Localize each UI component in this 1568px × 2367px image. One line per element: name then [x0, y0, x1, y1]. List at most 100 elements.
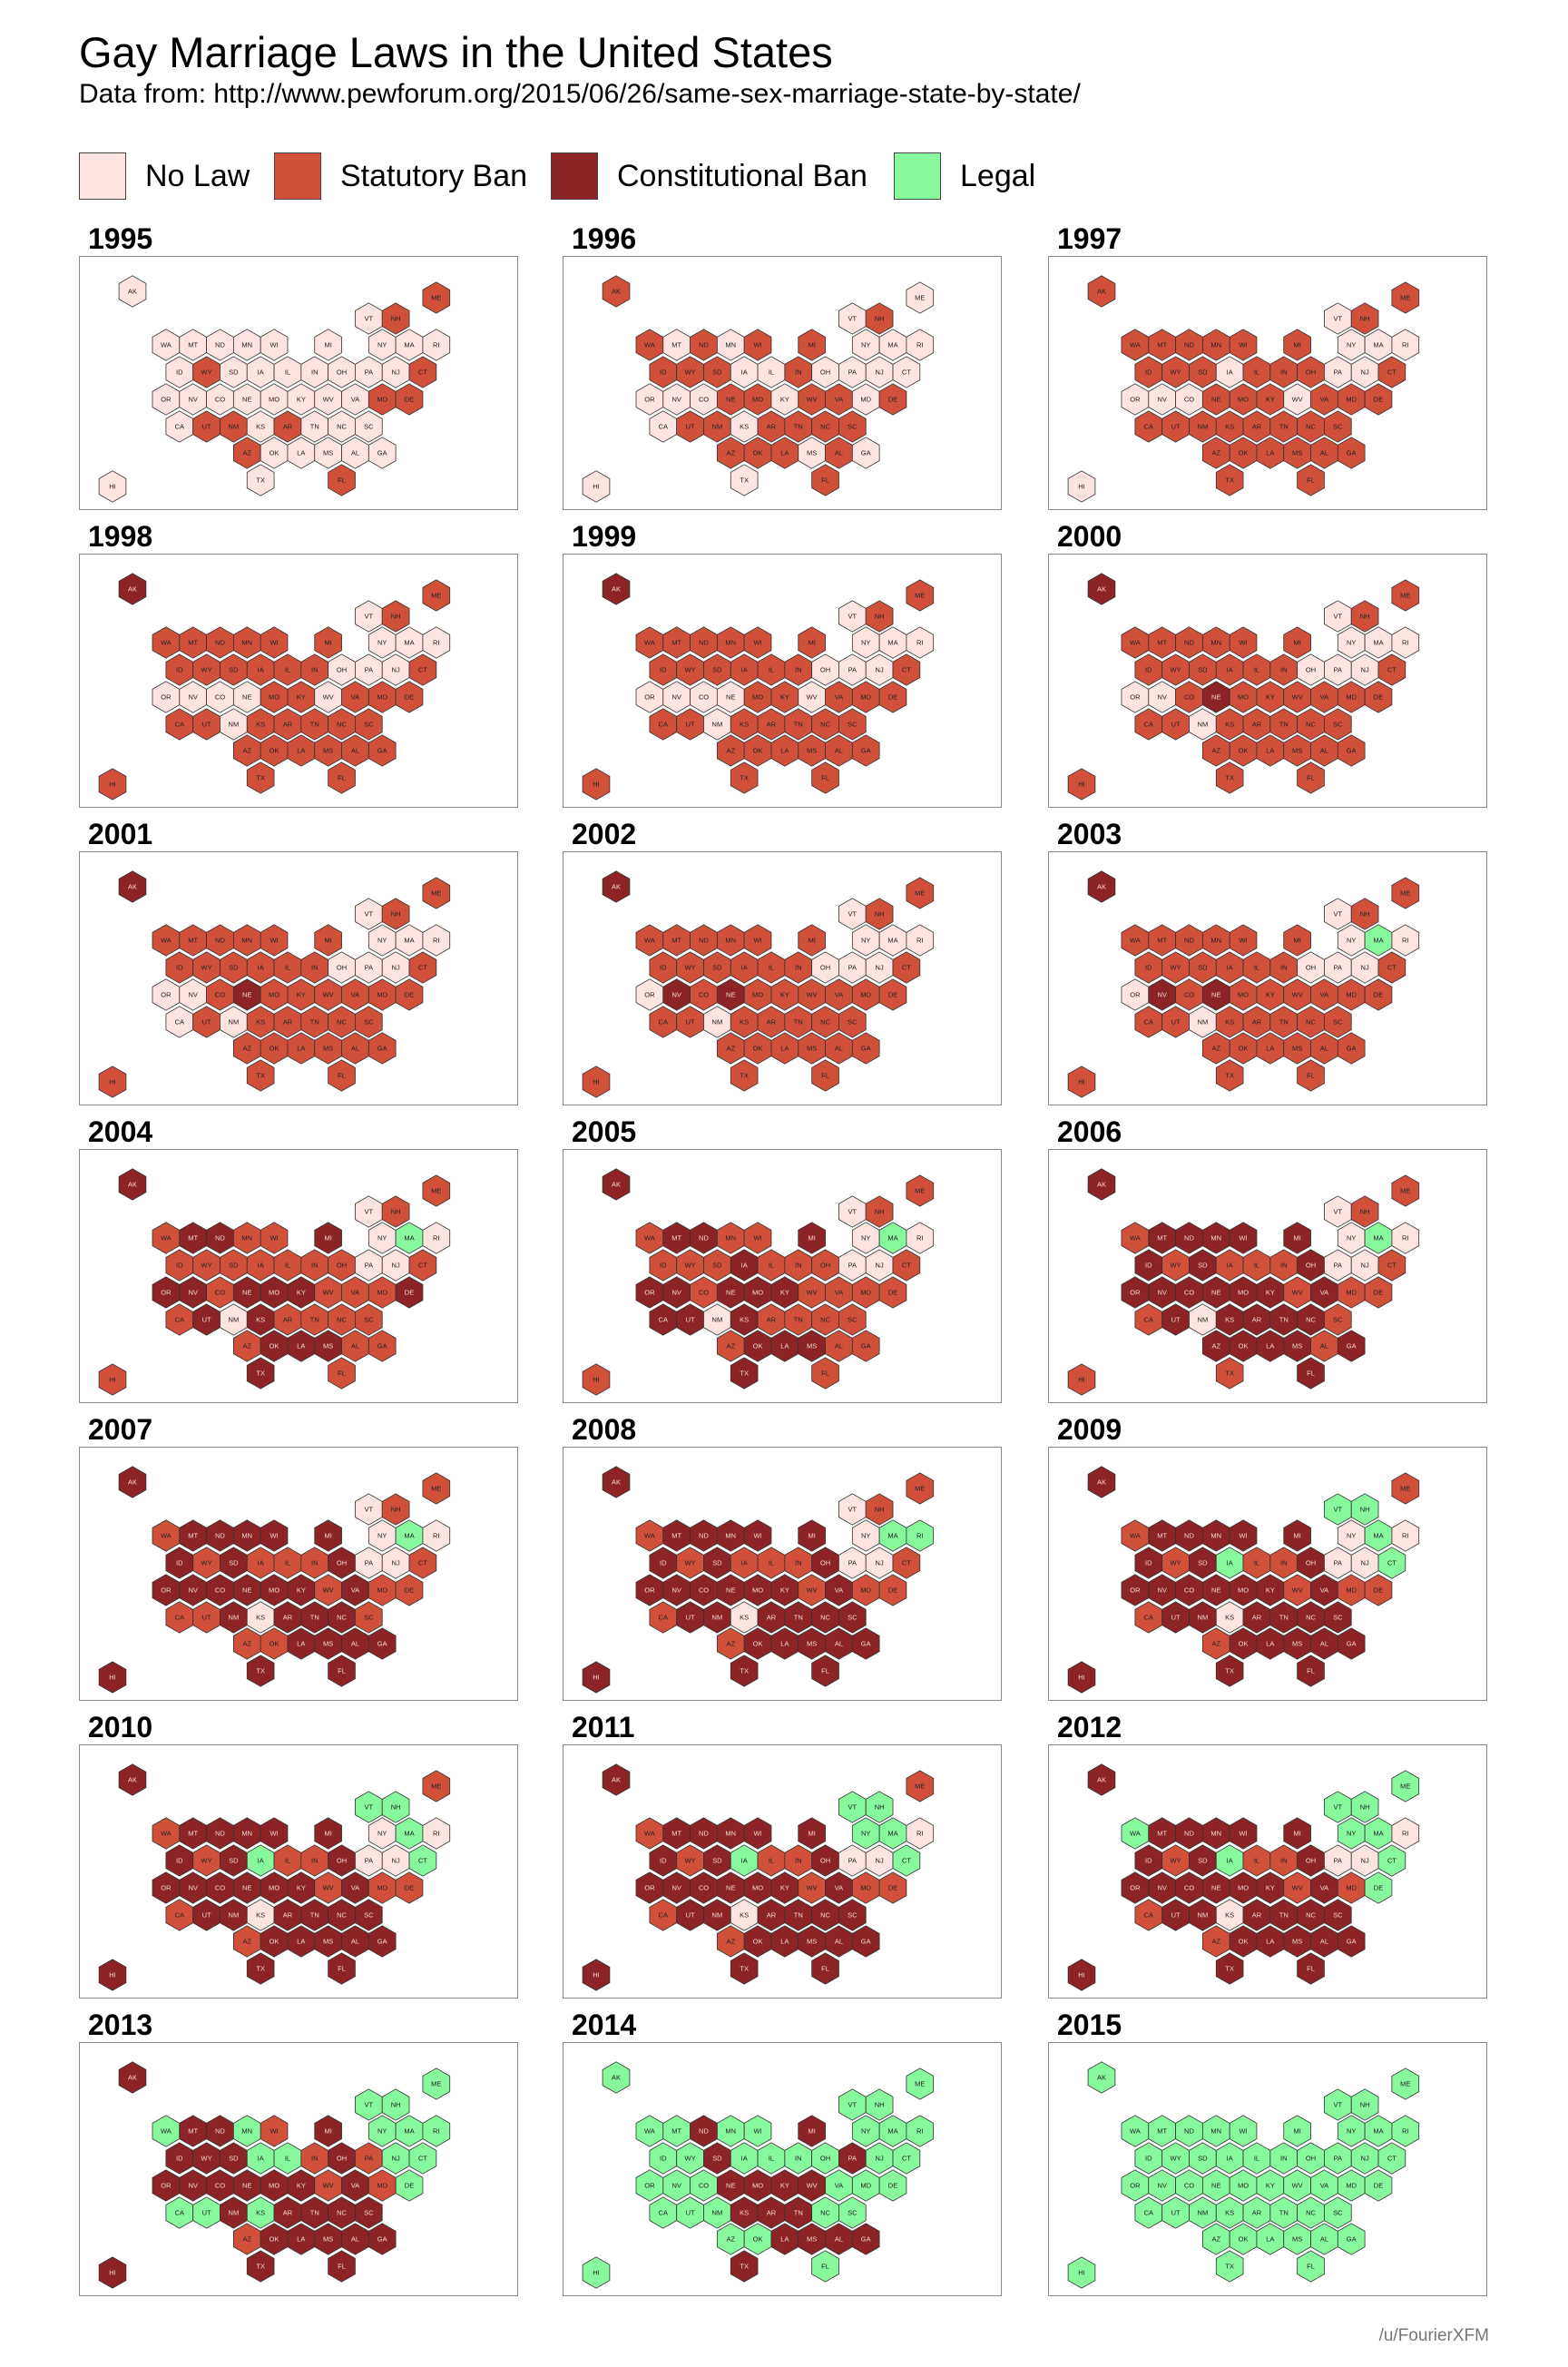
state-tile-pa: PA — [1324, 356, 1352, 388]
state-label: MO — [752, 2182, 763, 2190]
state-label: MT — [671, 1830, 681, 1838]
state-label: ND — [215, 937, 225, 945]
state-tile-mi: MI — [314, 1519, 342, 1552]
state-tile-ia: IA — [730, 2142, 759, 2175]
state-label: NE — [242, 1289, 251, 1297]
state-hex — [408, 1547, 437, 1579]
state-label: AZ — [726, 747, 735, 755]
state-label: RI — [1402, 1830, 1409, 1838]
state-tile-sc: SC — [355, 708, 383, 741]
state-tile-al: AL — [341, 1330, 369, 1362]
state-hex — [1283, 1519, 1311, 1552]
state-tile-oh: OH — [1297, 356, 1325, 388]
state-label: PA — [1334, 1559, 1342, 1567]
state-tile-or: OR — [1121, 1574, 1150, 1606]
state-label: NC — [820, 1316, 830, 1324]
state-label: CT — [1387, 1262, 1396, 1270]
state-hex — [730, 1059, 759, 1092]
state-label: NV — [188, 2182, 197, 2190]
state-hex — [1229, 1222, 1258, 1254]
state-tile-nd: ND — [690, 924, 718, 957]
state-label: NH — [391, 910, 401, 918]
state-label: NC — [1306, 2209, 1316, 2217]
state-tile-ar: AR — [273, 1899, 302, 1931]
state-tile-ri: RI — [422, 1222, 451, 1254]
state-tile-wy: WY — [1161, 653, 1190, 686]
state-hex — [892, 356, 921, 388]
state-tile-me: ME — [1391, 1472, 1420, 1505]
state-label: AK — [128, 1776, 137, 1784]
state-hex — [582, 1363, 611, 1396]
state-label: TX — [256, 774, 265, 782]
state-label: MO — [752, 693, 763, 702]
state-label: WI — [753, 1234, 761, 1242]
state-label: NC — [820, 1614, 830, 1622]
state-tile-mt: MT — [179, 329, 207, 361]
state-label: WA — [161, 937, 172, 945]
state-tile-ct: CT — [892, 951, 921, 984]
panel-year-label: 1995 — [88, 222, 153, 255]
state-label: IL — [1254, 2155, 1259, 2163]
state-label: AL — [1320, 2235, 1328, 2244]
state-label: AL — [1320, 1342, 1328, 1350]
state-tile-la: LA — [1256, 2223, 1285, 2255]
state-hex — [395, 681, 424, 713]
state-tile-vt: VT — [355, 600, 383, 633]
state-tile-ny: NY — [851, 1519, 880, 1552]
state-tile-ks: KS — [246, 2196, 275, 2229]
state-tile-il: IL — [757, 653, 786, 686]
state-tile-nj: NJ — [865, 2142, 894, 2175]
panel-year-label: 1997 — [1057, 222, 1122, 255]
state-label: MN — [1210, 937, 1221, 945]
state-tile-vt: VT — [838, 302, 867, 335]
state-hex — [1391, 2115, 1420, 2147]
state-tile-or: OR — [635, 1276, 664, 1309]
state-tile-md: MD — [851, 383, 880, 416]
state-label: VT — [365, 2101, 374, 2109]
state-tile-de: DE — [1364, 681, 1393, 713]
state-label: NV — [671, 693, 681, 702]
state-label: SC — [364, 2209, 374, 2217]
state-tile-hi: HI — [1067, 1066, 1096, 1098]
state-label: KS — [740, 1911, 749, 1920]
state-label: NY — [377, 2127, 387, 2136]
state-hex — [314, 329, 342, 361]
state-tile-mn: MN — [716, 1519, 745, 1552]
state-label: OR — [1130, 693, 1141, 702]
state-tile-co: CO — [206, 2169, 234, 2202]
state-tile-ms: MS — [798, 1925, 826, 1958]
state-label: CO — [699, 1586, 709, 1595]
state-tile-ut: UT — [192, 1899, 220, 1931]
state-label: MN — [725, 937, 736, 945]
state-tile-fl: FL — [328, 1952, 356, 1985]
state-tile-ak: AK — [118, 1168, 147, 1201]
state-label: MA — [887, 1234, 897, 1242]
state-tile-ne: NE — [716, 1871, 745, 1904]
state-tile-fl: FL — [328, 1357, 356, 1390]
state-label: CT — [418, 1559, 427, 1567]
state-label: UT — [1171, 1018, 1181, 1026]
state-label: WV — [323, 1289, 334, 1297]
state-label: VT — [1334, 2101, 1343, 2109]
state-tile-ca: CA — [165, 1601, 194, 1634]
state-tile-va: VA — [341, 681, 369, 713]
state-label: AK — [1097, 585, 1106, 594]
state-label: WY — [1171, 964, 1181, 972]
state-label: ID — [1145, 1559, 1152, 1567]
state-label: CA — [1144, 2209, 1153, 2217]
state-tile-ks: KS — [246, 1303, 275, 1336]
state-label: UT — [202, 1911, 211, 1920]
state-hex — [1350, 1195, 1379, 1228]
state-label: HI — [593, 2269, 600, 2277]
legend-swatch-statutory-ban — [274, 152, 321, 200]
state-label: NM — [229, 721, 240, 729]
state-label: WY — [201, 964, 212, 972]
state-label: TN — [310, 1614, 319, 1622]
state-label: MS — [807, 449, 817, 457]
state-tile-va: VA — [341, 1276, 369, 1309]
state-label: NM — [229, 423, 240, 431]
state-label: MT — [1157, 341, 1167, 349]
state-label: CT — [902, 964, 911, 972]
state-tile-wa: WA — [152, 924, 181, 957]
